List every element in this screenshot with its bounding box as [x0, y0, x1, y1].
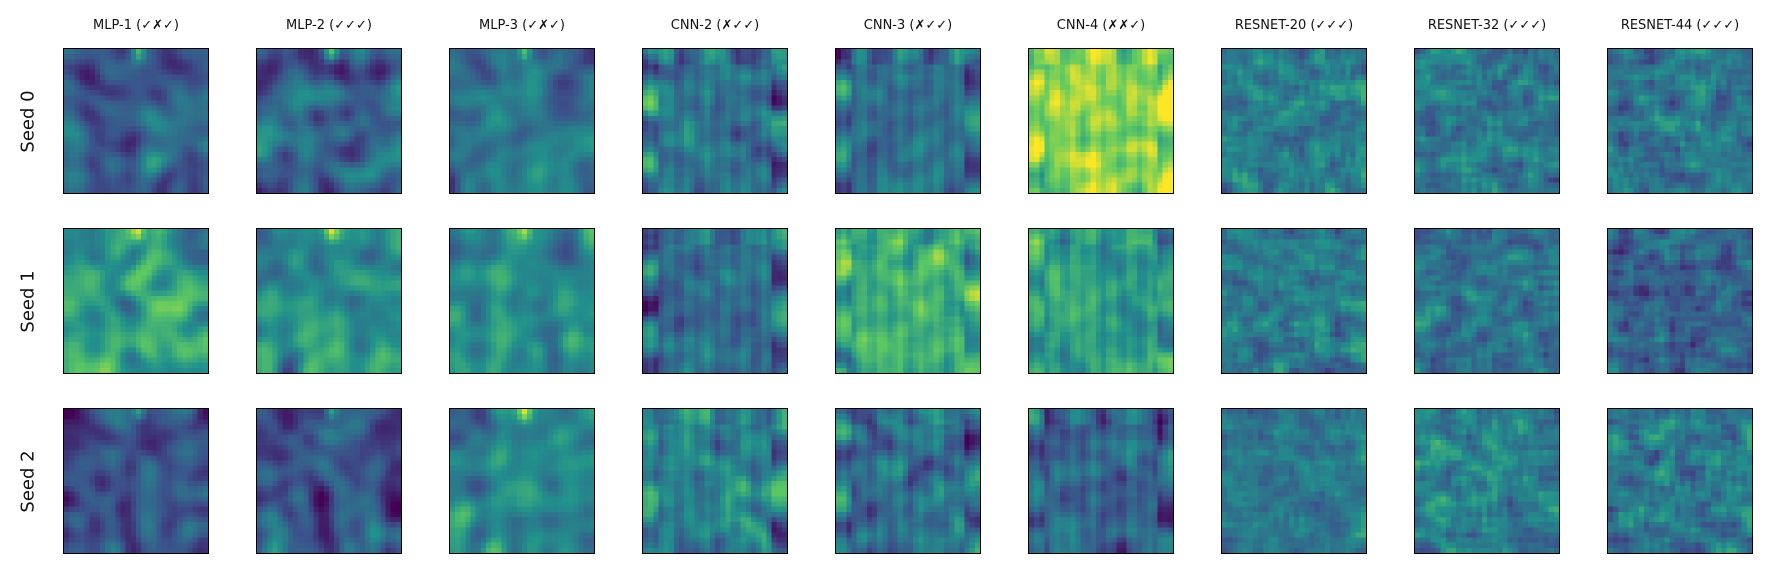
column-title: RESNET-44 (✓✓✓) [1620, 18, 1740, 33]
heatmap-panel [1607, 408, 1753, 554]
row-label: Seed 1 [10, 228, 46, 374]
heatmap-image [450, 49, 594, 193]
heatmap-panel [449, 48, 595, 194]
heatmap-image [450, 409, 594, 553]
heatmap-image [1029, 49, 1173, 193]
heatmap-image [1222, 229, 1366, 373]
heatmap-image [1415, 409, 1559, 553]
heatmap-image [643, 409, 787, 553]
column-title: MLP-2 (✓✓✓) [286, 18, 372, 33]
heatmap-panel [449, 228, 595, 374]
column-title: MLP-1 (✓✗✓) [93, 18, 179, 33]
heatmap-image [64, 229, 208, 373]
heatmap-panel [1028, 228, 1174, 374]
heatmap-image [257, 49, 401, 193]
row-label: Seed 2 [10, 408, 46, 554]
heatmap-panel [835, 228, 981, 374]
heatmap-panel [63, 408, 209, 554]
heatmap-panel [256, 228, 402, 374]
column-title: CNN-2 (✗✓✓) [670, 18, 760, 33]
heatmap-panel [1607, 48, 1753, 194]
column-title: RESNET-20 (✓✓✓) [1234, 18, 1354, 33]
heatmap-image [1608, 49, 1752, 193]
heatmap-panel [642, 228, 788, 374]
heatmap-image [257, 409, 401, 553]
heatmap-panel [1607, 228, 1753, 374]
heatmap-panel [1028, 48, 1174, 194]
row-label-text: Seed 1 [17, 269, 39, 333]
heatmap-image [1029, 409, 1173, 553]
heatmap-image [643, 49, 787, 193]
row-label-text: Seed 2 [17, 449, 39, 513]
column-title: CNN-4 (✗✗✓) [1056, 18, 1146, 33]
heatmap-image [64, 49, 208, 193]
heatmap-image [1222, 49, 1366, 193]
heatmap-panel [1221, 48, 1367, 194]
heatmap-image [257, 229, 401, 373]
heatmap-image [836, 49, 980, 193]
heatmap-panel [256, 408, 402, 554]
row-label: Seed 0 [10, 48, 46, 194]
heatmap-panel [63, 48, 209, 194]
heatmap-image [1415, 229, 1559, 373]
column-title: CNN-3 (✗✓✓) [863, 18, 953, 33]
heatmap-panel [1221, 228, 1367, 374]
heatmap-image [1608, 229, 1752, 373]
heatmap-panel [1414, 228, 1560, 374]
row-label-text: Seed 0 [17, 89, 39, 153]
heatmap-image [836, 229, 980, 373]
heatmap-panel [642, 48, 788, 194]
heatmap-image [450, 229, 594, 373]
heatmap-panel [1414, 48, 1560, 194]
heatmap-panel [1221, 408, 1367, 554]
heatmap-panel [256, 48, 402, 194]
heatmap-image [836, 409, 980, 553]
heatmap-panel [63, 228, 209, 374]
column-title: RESNET-32 (✓✓✓) [1427, 18, 1547, 33]
heatmap-panel [642, 408, 788, 554]
heatmap-image [643, 229, 787, 373]
column-title: MLP-3 (✓✗✓) [479, 18, 565, 33]
heatmap-image [64, 409, 208, 553]
heatmap-image [1222, 409, 1366, 553]
heatmap-image [1608, 409, 1752, 553]
heatmap-panel [1028, 408, 1174, 554]
heatmap-panel [835, 408, 981, 554]
heatmap-image [1415, 49, 1559, 193]
heatmap-panel [1414, 408, 1560, 554]
heatmap-image [1029, 229, 1173, 373]
heatmap-panel [449, 408, 595, 554]
heatmap-panel [835, 48, 981, 194]
